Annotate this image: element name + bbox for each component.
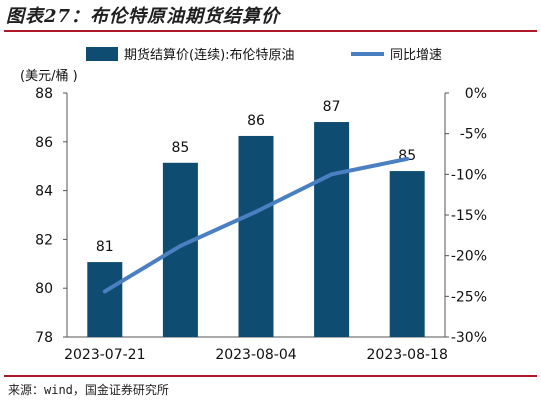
right-tick-label: -30%: [451, 330, 487, 346]
right-tick-label: -20%: [451, 249, 487, 265]
left-tick-label: 80: [35, 281, 53, 297]
growth-line: [102, 156, 410, 294]
bar-data-label: 85: [171, 140, 189, 156]
left-tick-label: 86: [35, 135, 53, 151]
right-tick-label: 0%: [465, 86, 487, 102]
right-tick-label: -25%: [451, 289, 487, 305]
right-tick-label: -15%: [451, 208, 487, 224]
bar: [87, 262, 123, 337]
bar: [238, 135, 274, 337]
bar: [314, 122, 350, 337]
x-tick-label: 2023-08-18: [367, 347, 448, 363]
bar: [389, 171, 425, 337]
legend-label-line: 同比增速: [390, 48, 442, 63]
legend: 期货结算价(连续):布伦特原油 同比增速: [86, 47, 442, 63]
footer-rule: [4, 375, 537, 377]
left-tick-label: 82: [35, 232, 53, 248]
bar: [162, 162, 198, 337]
legend-swatch-bar: [86, 47, 118, 61]
plot-area: 78 80 82 84 86 88 0% -5% -10% -15% -20% -25% -30% 81 8…: [35, 86, 487, 363]
source-note: 来源：wind，国金证券研究所: [8, 383, 169, 397]
right-tick-label: -10%: [451, 167, 487, 183]
x-tick-label: 2023-07-21: [64, 347, 145, 363]
figure-title: 图表27：布伦特原油期货结算价: [6, 6, 281, 27]
left-axis-unit: (美元/桶 ): [20, 69, 78, 84]
bar-data-label: 86: [247, 113, 265, 129]
right-tick-label: -5%: [460, 127, 487, 143]
title-rule: [4, 30, 537, 32]
legend-label-bar: 期货结算价(连续):布伦特原油: [124, 47, 295, 63]
x-tick-label: 2023-08-04: [215, 347, 296, 363]
left-tick-label: 78: [35, 330, 53, 346]
left-tick-label: 84: [35, 184, 53, 200]
bar-data-label: 81: [96, 239, 114, 255]
left-tick-label: 88: [35, 86, 53, 102]
bar-data-label: 87: [323, 99, 341, 115]
